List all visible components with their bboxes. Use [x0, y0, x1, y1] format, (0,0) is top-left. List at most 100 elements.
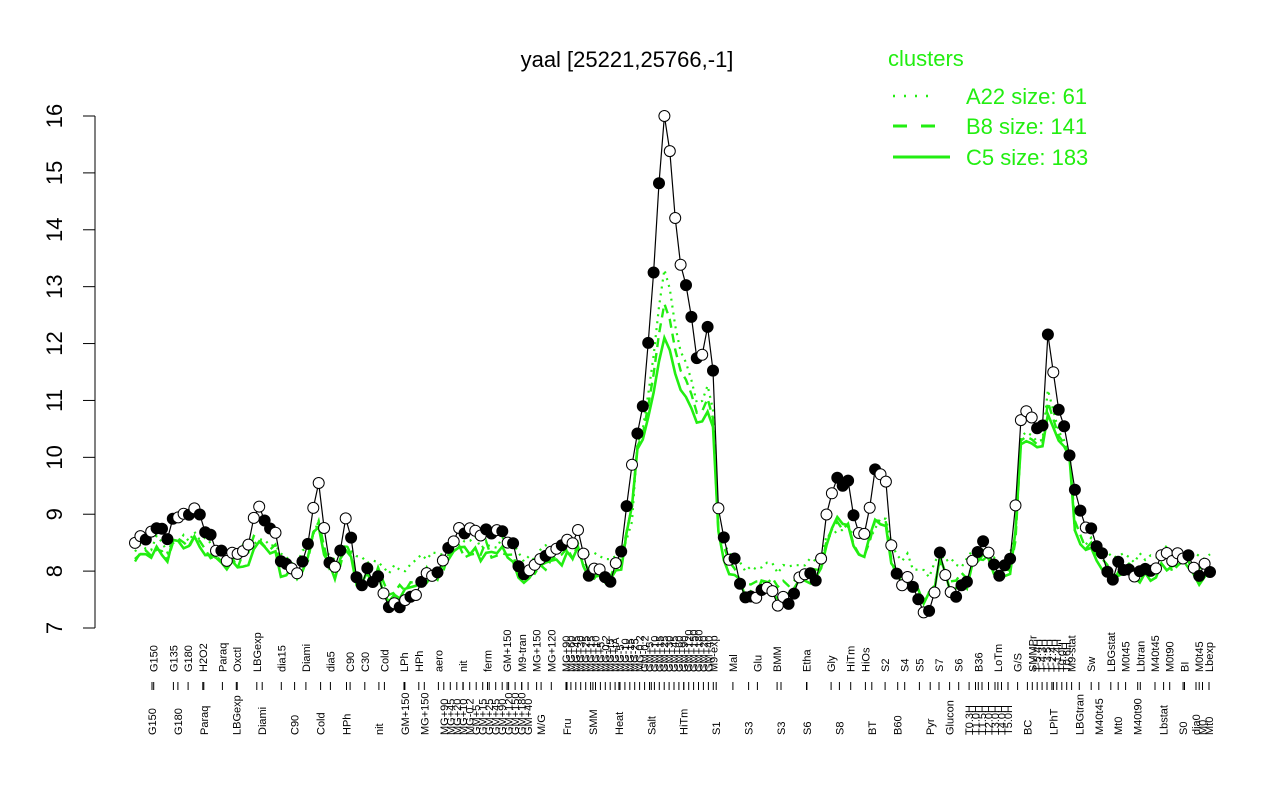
data-point	[609, 557, 622, 570]
data-point	[631, 427, 644, 440]
data-point	[1025, 411, 1038, 424]
x-tick-label-upper: C90	[345, 652, 357, 672]
x-tick-label-upper: MG+90	[561, 636, 573, 672]
data-point	[842, 474, 855, 487]
data-point	[1204, 566, 1216, 578]
x-tick-label-lower: S1	[711, 722, 723, 735]
x-tick-label-upper: M9-stat	[1067, 635, 1079, 672]
x-tick-label-upper: M40t45	[1150, 635, 1162, 672]
x-tick-label-lower: G150	[147, 708, 159, 735]
data-point	[1036, 419, 1049, 432]
x-tick-label-lower: GM+90	[497, 699, 509, 735]
data-point	[409, 589, 422, 601]
data-point	[1193, 569, 1206, 582]
data-point	[566, 537, 579, 550]
data-point	[615, 545, 628, 558]
x-tick-label-upper: G135	[168, 645, 180, 672]
data-point	[906, 580, 919, 593]
x-tick-label-lower: LBGexp	[231, 695, 243, 735]
x-tick-label-upper: T-3.5H	[1042, 639, 1054, 672]
x-tick-label-upper: GM+20	[698, 636, 710, 672]
data-point	[1009, 499, 1022, 512]
x-tick-label-upper: MG+5	[595, 642, 607, 672]
x-tick-label-lower: G180	[173, 708, 185, 735]
legend-label-c5: C5 size: 183	[966, 145, 1088, 170]
x-tick-label-upper: S6	[954, 659, 966, 672]
data-point	[355, 579, 368, 592]
x-tick-label-lower: T5.0H	[1003, 705, 1015, 735]
x-tick-label-lower: S0	[1178, 722, 1190, 735]
data-point	[1052, 403, 1065, 416]
x-tick-label-upper: Glu	[752, 655, 764, 672]
x-tick-label-upper: M0t45	[1121, 641, 1133, 672]
x-tick-label-lower: LPhT	[1048, 708, 1060, 735]
data-point	[436, 554, 449, 567]
data-point	[696, 348, 709, 361]
x-tick-label-lower: T1.0H	[971, 705, 983, 735]
x-tick-label-upper: LBGexp	[252, 632, 264, 672]
x-tick-label-upper: M9-tran	[517, 634, 529, 672]
x-tick-label-lower: dia0	[1191, 714, 1203, 735]
data-point	[296, 555, 309, 568]
x-tick-label-upper: dia5	[325, 651, 337, 672]
x-tick-label-upper: T-2.4H	[1047, 639, 1059, 672]
x-tick-label-lower: Pyr	[925, 718, 937, 735]
legend-title: clusters	[888, 46, 964, 71]
x-tick-label-lower: Glucon	[945, 700, 957, 735]
data-point	[971, 546, 984, 558]
x-tick-label-lower: T4.0H	[997, 705, 1009, 735]
x-tick-label-upper: S4	[900, 659, 912, 672]
x-tick-label-upper: GM-0.2	[640, 635, 652, 672]
x-tick-label-lower: MG+150	[419, 693, 431, 736]
data-point	[734, 577, 746, 590]
x-tick-label-lower: B60	[893, 715, 905, 735]
x-tick-label-upper: S7	[934, 659, 946, 672]
y-tick-label: 15	[42, 161, 67, 185]
data-point	[987, 558, 1000, 571]
x-tick-label-upper: SMMPr	[1027, 635, 1039, 672]
y-tick-label: 14	[42, 218, 67, 242]
x-tick-label-upper: Diami	[301, 644, 313, 672]
data-point	[242, 538, 255, 551]
data-point	[669, 212, 682, 224]
data-point	[950, 590, 963, 603]
data-point	[653, 177, 665, 190]
data-point	[728, 552, 741, 565]
data-point	[577, 547, 590, 560]
data-point	[982, 546, 995, 559]
data-point	[647, 266, 660, 279]
x-tick-label-upper: LoTm	[993, 644, 1005, 672]
x-tick-label-upper: GM+150	[502, 630, 514, 673]
x-tick-label-upper: T-1.4H	[1052, 639, 1064, 672]
legend-label-b8: B8 size: 141	[966, 114, 1087, 139]
data-point	[939, 569, 952, 581]
x-tick-label-lower: Fru	[562, 719, 574, 736]
x-tick-label-lower: SMM	[588, 709, 600, 735]
data-point	[620, 500, 633, 513]
x-tick-label-upper: GM+30	[664, 636, 676, 672]
x-tick-label-upper: BMM	[772, 646, 784, 672]
x-tick-label-lower: MG+20	[452, 699, 464, 735]
data-point	[685, 310, 698, 323]
y-tick-label: 7	[42, 622, 67, 634]
data-point	[496, 525, 509, 538]
x-tick-label-lower: HiTm	[679, 709, 691, 735]
data-point	[993, 569, 1006, 582]
data-point	[766, 585, 779, 598]
x-tick-label-lower: M40t90	[1133, 698, 1145, 735]
data-point	[431, 566, 444, 579]
data-point	[377, 587, 390, 600]
data-point	[328, 560, 341, 573]
x-tick-label-upper: MG+10	[591, 636, 603, 672]
data-point	[809, 574, 822, 587]
x-tick-label-lower: T1.5H	[977, 705, 989, 735]
data-point	[1096, 547, 1108, 560]
data-point	[161, 533, 174, 546]
x-tick-label-upper: GM+40	[703, 636, 715, 672]
cluster-line-b8	[133, 298, 1211, 603]
x-tick-label-lower: M40t45	[1094, 698, 1106, 735]
data-point	[933, 546, 946, 559]
data-point	[825, 487, 838, 500]
data-point	[977, 535, 990, 548]
data-point	[658, 110, 671, 122]
